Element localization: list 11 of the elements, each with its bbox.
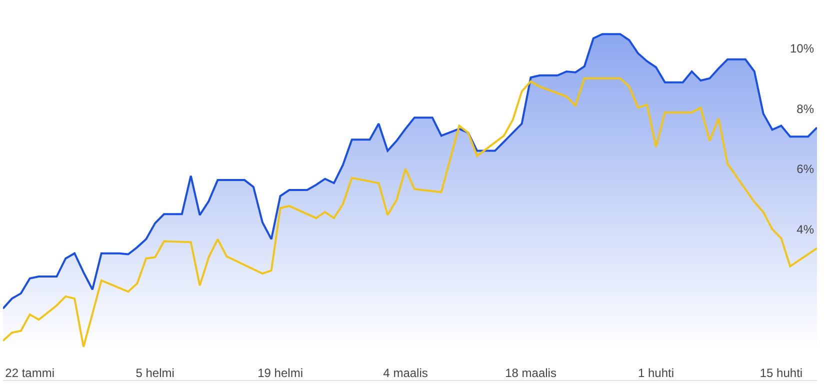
x-tick-label: 4 maalis: [383, 366, 428, 380]
x-tick-label: 5 helmi: [136, 366, 174, 380]
y-tick-label: 4%: [796, 222, 814, 236]
y-tick-label: 6%: [796, 162, 814, 176]
x-tick-label: 19 helmi: [258, 366, 303, 380]
y-tick-label: 10%: [790, 41, 814, 56]
x-tick-label: 15 huhti: [760, 366, 803, 380]
y-tick-label: 8%: [796, 102, 814, 116]
x-tick-label: 1 huhti: [638, 366, 674, 380]
x-tick-label: 18 maalis: [505, 366, 556, 380]
x-tick-label: 22 tammi: [5, 366, 55, 380]
